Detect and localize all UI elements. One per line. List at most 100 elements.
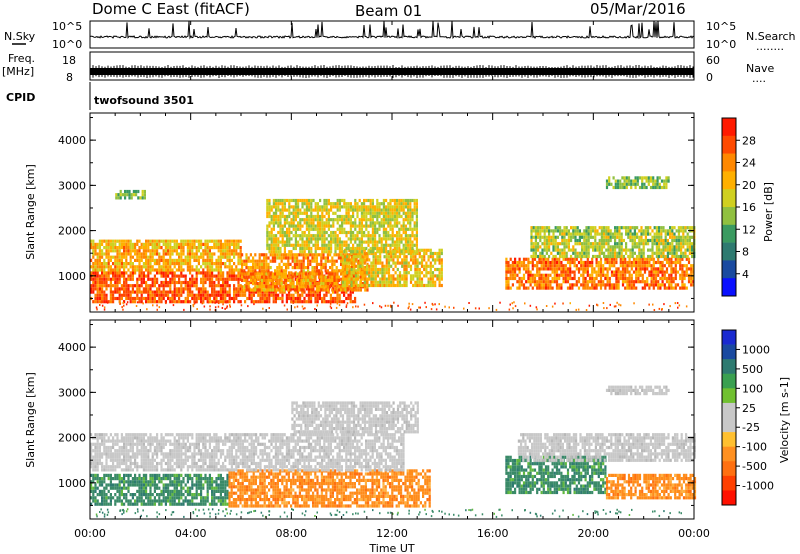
data-cell [226,293,229,297]
data-cell [532,251,535,255]
data-cell [282,272,285,276]
data-cell [683,283,686,287]
data-cell [316,243,319,247]
data-cell [298,262,301,266]
data-cell [357,283,360,288]
data-cell [147,255,150,259]
data-cell [567,238,570,243]
data-cell [587,248,590,252]
data-cell [674,283,677,287]
data-cell [109,290,112,294]
data-cell [285,272,288,276]
data-cell [347,296,350,301]
data-cell [105,284,108,288]
data-cell [261,296,264,301]
data-cell [319,221,322,225]
data-cell [233,262,236,266]
data-cell [107,258,110,262]
data-cell [90,271,93,275]
data-cell [208,239,211,243]
data-cell [336,202,339,206]
data-cell [200,255,203,259]
data-cell [359,280,362,284]
data-cell [282,288,285,292]
data-cell [505,280,508,284]
data-cell [407,234,410,238]
data-cell [98,300,101,304]
data-cell [424,301,426,304]
data-cell [343,290,346,294]
data-cell [191,277,194,281]
data-cell [117,193,120,197]
data-cell [551,280,554,284]
data-cell [217,274,220,278]
data-cell [164,246,167,250]
data-cell [260,278,263,282]
data-cell [343,227,346,231]
data-cell [658,242,661,246]
data-cell [431,271,435,275]
data-cell [283,277,286,281]
data-cell [151,277,154,281]
data-cell [316,208,319,212]
data-cell [118,271,121,275]
data-cell [673,226,676,230]
data-cell [658,248,661,252]
data-cell [138,271,141,275]
data-cell [634,182,637,186]
data-cell [156,258,159,262]
data-cell [136,277,139,281]
data-cell [531,273,534,277]
data-cell [525,286,528,290]
data-cell [684,229,687,233]
data-cell [367,243,370,247]
data-cell [98,255,101,259]
data-cell [186,296,189,301]
data-cell [567,229,570,233]
data-cell [603,235,606,239]
data-cell [403,283,406,288]
data-cell [429,251,432,256]
data-cell [394,283,397,288]
data-cell [577,270,581,274]
data-cell [576,232,579,236]
data-cell [147,271,150,275]
data-cell [669,245,672,249]
data-cell [629,248,632,252]
data-cell [151,300,154,304]
data-cell [425,261,428,265]
data-cell [244,300,247,304]
data-cell [283,304,286,307]
data-cell [167,258,170,262]
data-cell [632,179,635,183]
data-cell [423,283,426,288]
data-cell [626,260,629,265]
data-cell [645,176,648,180]
nsearch-dots: ........ [756,40,784,53]
data-cell [118,262,121,266]
freq-ytick-top: 18 [62,54,76,67]
data-cell [294,211,297,215]
data-cell [94,473,97,477]
data-cell [312,214,315,219]
data-cell [600,248,603,252]
data-cell [307,269,310,273]
data-cell [129,255,132,259]
data-cell [266,243,269,247]
data-cell [354,227,357,231]
data-cell [103,265,106,269]
data-cell [310,221,313,225]
data-cell [92,262,95,266]
data-cell [641,257,644,261]
data-cell [118,293,121,297]
data-cell [303,240,306,244]
data-cell [94,477,97,481]
data-cell [431,302,434,305]
data-cell [604,267,607,271]
data-cell [679,286,682,290]
data-cell [202,284,205,288]
data-cell [612,185,615,190]
data-cell [618,232,621,236]
data-cell [305,293,308,297]
data-cell [391,224,394,228]
